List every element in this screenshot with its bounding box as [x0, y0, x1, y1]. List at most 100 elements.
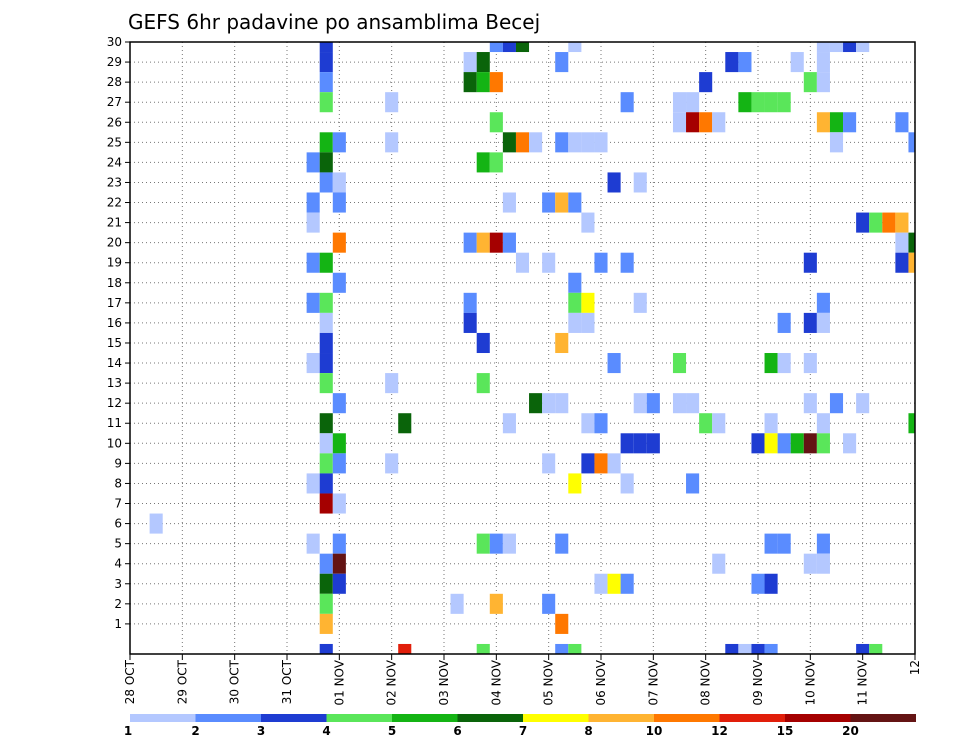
heat-cell	[319, 292, 333, 313]
heat-cell	[568, 292, 582, 313]
heat-cell	[777, 353, 791, 374]
x-tick-label: 31 OCT	[280, 659, 294, 704]
heat-cell	[816, 52, 830, 73]
colorbar-tick-label: 12	[711, 724, 728, 738]
heat-cell	[398, 643, 412, 654]
heat-cell	[319, 573, 333, 594]
heat-cell	[502, 42, 516, 53]
x-axis: 28 OCT 29 OCT 30 OCT 31 OCT 01 NOV 02 NOV 03 N…	[123, 654, 922, 706]
heat-cell	[555, 332, 569, 354]
x-tick-label: 01 NOV	[332, 659, 346, 705]
heat-cell	[398, 413, 412, 434]
heat-cell	[581, 212, 595, 233]
y-tick-label: 30	[107, 35, 122, 49]
heat-cell	[306, 212, 320, 233]
heat-cell	[319, 433, 333, 454]
y-tick-label: 12	[107, 396, 122, 410]
colorbar-tick-label: 3	[257, 724, 265, 738]
y-tick-label: 14	[107, 356, 122, 370]
x-tick-label: 28 OCT	[123, 659, 137, 704]
heat-cell	[555, 132, 569, 153]
heat-cell	[751, 573, 765, 594]
heat-cell	[306, 152, 320, 173]
colorbar-swatch	[457, 714, 523, 722]
heat-cell	[489, 232, 503, 253]
heat-cell	[319, 613, 333, 634]
heat-cell	[568, 42, 582, 53]
heat-cell	[581, 132, 595, 153]
heat-cell	[555, 643, 569, 654]
heat-cell	[777, 92, 791, 113]
heat-cell	[385, 453, 399, 474]
heat-cell	[816, 112, 830, 133]
y-tick-label: 3	[114, 577, 122, 591]
heat-cell	[542, 593, 556, 614]
colorbar-swatch	[654, 714, 720, 722]
y-tick-label: 7	[114, 497, 122, 511]
heat-cell	[856, 643, 870, 654]
heat-cell	[816, 533, 830, 554]
heat-cell	[332, 553, 346, 574]
heat-cell	[319, 553, 333, 574]
heat-cell	[856, 393, 870, 414]
x-tick-label: 07 NOV	[646, 659, 660, 705]
heat-cell	[332, 573, 346, 594]
heat-cell	[829, 112, 844, 133]
colorbar-tick-label: 7	[519, 724, 527, 738]
heat-cell	[463, 292, 477, 313]
y-tick-label: 2	[114, 597, 122, 611]
heat-cell	[542, 252, 556, 273]
chart-title: GEFS 6hr padavine po ansamblima Becej	[128, 10, 540, 34]
heat-cell	[476, 643, 490, 654]
heat-cell	[764, 353, 778, 374]
heat-cell	[319, 172, 333, 193]
heat-cell	[672, 393, 687, 414]
heat-cell	[555, 52, 569, 73]
heat-cell	[319, 353, 333, 374]
heat-cell	[803, 252, 817, 273]
heat-cell	[816, 433, 830, 454]
heat-cell	[306, 192, 320, 213]
y-tick-label: 15	[107, 336, 122, 350]
heat-cell	[385, 132, 399, 153]
heat-cell	[829, 42, 844, 53]
heat-cell	[319, 42, 333, 53]
colorbar-tick-label: 5	[388, 724, 396, 738]
heat-cell	[672, 92, 687, 113]
heat-cell	[895, 212, 909, 233]
heat-cell	[816, 42, 830, 53]
heat-cell	[502, 192, 516, 213]
heat-cell	[699, 72, 713, 93]
heat-cell	[869, 212, 883, 233]
colorbar-tick-label: 20	[842, 724, 859, 738]
y-tick-label: 10	[107, 436, 122, 450]
heat-cell	[385, 373, 399, 394]
y-tick-label: 17	[107, 296, 122, 310]
heat-cell	[319, 593, 333, 614]
heat-cell	[502, 533, 516, 554]
heat-cell	[777, 533, 791, 554]
x-tick-label: 03 NOV	[437, 659, 451, 705]
heat-cell	[803, 553, 817, 574]
heat-cell	[515, 252, 530, 273]
y-tick-label: 25	[107, 135, 122, 149]
heat-cell	[332, 132, 346, 153]
heat-cell	[581, 312, 595, 333]
heat-cell	[620, 92, 634, 113]
heat-cell	[699, 112, 713, 133]
heat-cell	[332, 493, 346, 514]
heat-cell	[751, 92, 765, 113]
y-tick-label: 23	[107, 175, 122, 189]
heat-cell	[332, 232, 346, 253]
heat-cell	[712, 553, 726, 574]
heat-cell	[803, 433, 817, 454]
heat-cell	[816, 413, 830, 434]
y-tick-label: 18	[107, 276, 122, 290]
colorbar-swatch	[392, 714, 458, 722]
heat-cell	[385, 92, 399, 113]
heat-cell	[319, 493, 333, 514]
heat-cell	[319, 252, 333, 273]
colorbar-swatch	[850, 714, 916, 722]
x-tick-label: 12	[908, 660, 922, 675]
